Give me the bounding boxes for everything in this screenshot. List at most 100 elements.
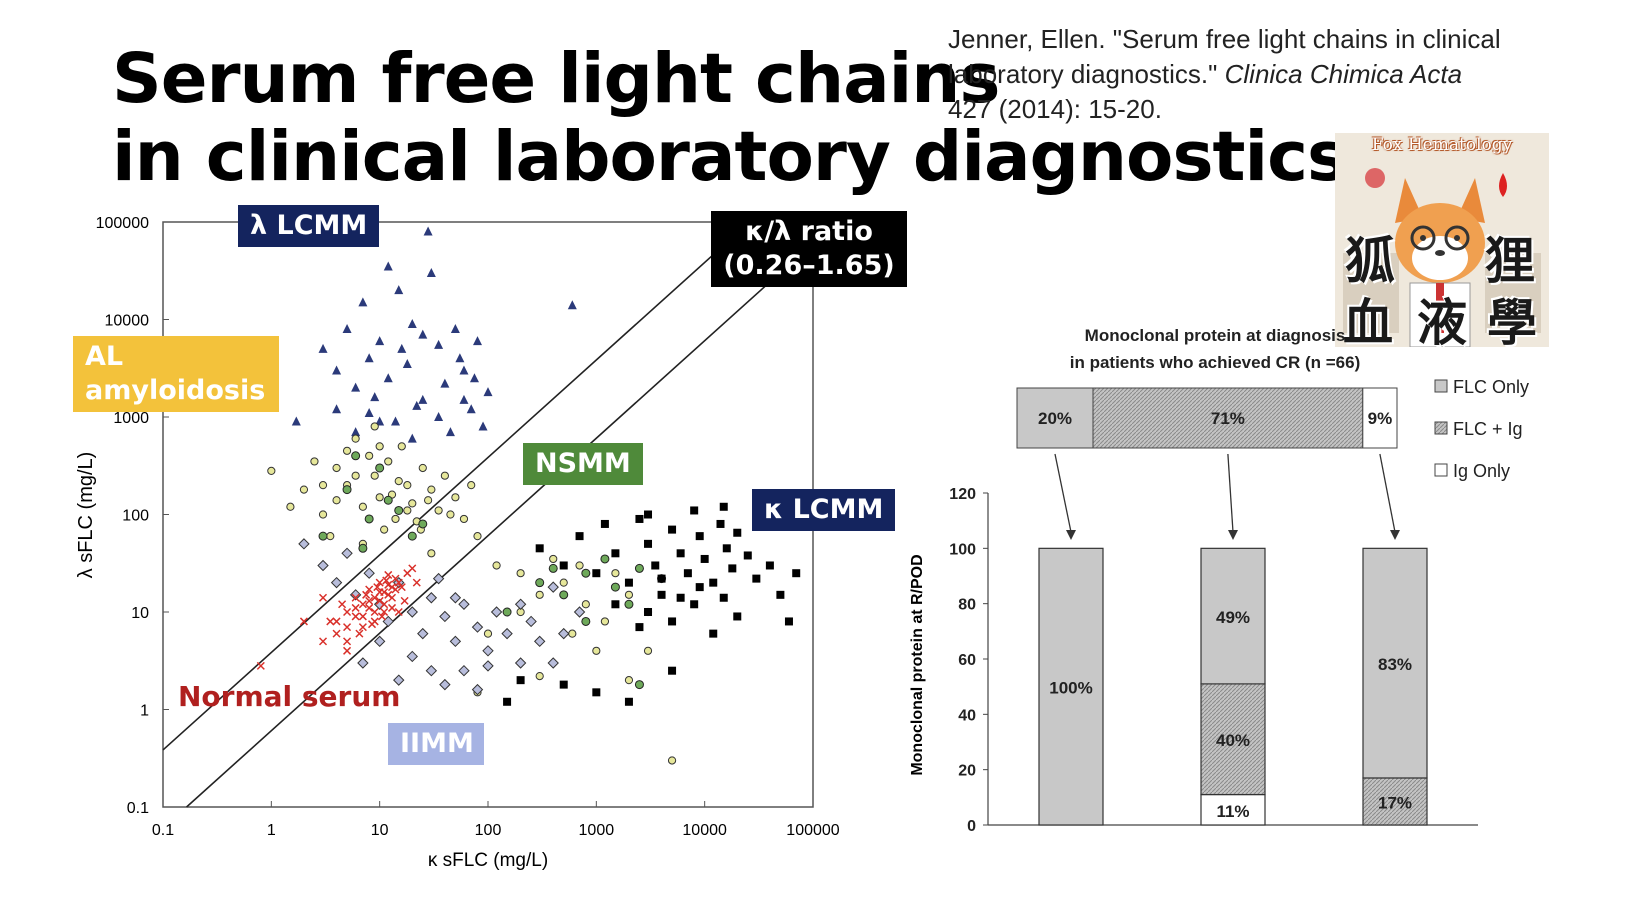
al-amyloidosis-point xyxy=(592,646,601,655)
normal-serum-point xyxy=(365,596,374,605)
scatter-x-axis-label: κ sFLC (mg/L) xyxy=(428,850,548,871)
normal-serum-point xyxy=(343,623,352,632)
iimm-point xyxy=(393,674,405,686)
legend-swatch xyxy=(1434,463,1448,477)
normal-serum-point xyxy=(351,593,360,602)
kappa-lcmm-point xyxy=(559,561,568,570)
iimm-point xyxy=(525,615,537,628)
normal-serum-point xyxy=(377,612,386,621)
al-amyloidosis-point xyxy=(427,549,436,558)
lambda-lcmm-point xyxy=(450,323,460,333)
al-amyloidosis-point xyxy=(332,496,341,505)
kappa-lcmm-point xyxy=(657,574,666,583)
kappa-lcmm-point xyxy=(700,554,709,563)
al-amyloidosis-point xyxy=(318,481,328,490)
kappa-lcmm-point xyxy=(644,510,653,519)
normal-serum-point xyxy=(387,603,397,612)
iimm-point xyxy=(471,683,484,696)
arrow-head xyxy=(1066,530,1076,540)
kappa-lcmm-point xyxy=(676,593,685,602)
iimm-point xyxy=(363,567,375,579)
iimm-point xyxy=(373,635,386,648)
kappa-lcmm-point xyxy=(668,525,677,534)
title-line-1: Serum free light chains xyxy=(112,39,1000,119)
lambda-lcmm-point xyxy=(364,353,374,363)
bar-y-tick-label: 0 xyxy=(967,818,976,835)
normal-serum-point xyxy=(326,617,335,626)
scatter-axis-ticks: 0.1 1 10 100 1000 10000 100000 0.1 1 10 100 1000 100… xyxy=(96,215,840,839)
al-amyloidosis-point xyxy=(358,502,367,511)
lambda-lcmm-point xyxy=(455,353,465,363)
stacked-bar-segment-label: 100% xyxy=(1049,679,1092,698)
al-amyloidosis-point xyxy=(559,578,568,587)
lambda-lcmm-point xyxy=(434,412,444,421)
stacked-bar-segment xyxy=(1362,547,1428,779)
kappa-lcmm-point xyxy=(668,617,677,626)
logo-char-2: 狸 xyxy=(1485,232,1535,290)
al-amyloidosis-point xyxy=(375,442,384,451)
kappa-lcmm-point xyxy=(668,666,677,675)
callout-iimm: IIMM xyxy=(388,723,484,765)
composition-segment-label: 71% xyxy=(1211,409,1245,428)
al-amyloidosis-point xyxy=(434,506,443,515)
bar-y-tick-label: 120 xyxy=(949,486,976,503)
normal-serum-point xyxy=(256,661,265,670)
kappa-lcmm-point xyxy=(535,544,544,553)
al-amyloidosis-point xyxy=(581,600,590,609)
bar-y-axis-label: Monoclonal protein at R/POD xyxy=(909,554,926,775)
nsmm-point xyxy=(559,590,569,600)
bar-y-tick-label: 100 xyxy=(949,541,976,558)
al-amyloidosis-point xyxy=(397,442,406,451)
iimm-point xyxy=(482,645,494,657)
kappa-lcmm-point xyxy=(709,629,718,638)
page-title: Serum free light chains in clinical labo… xyxy=(112,39,1348,196)
normal-serum-point xyxy=(358,612,367,621)
y-tick-label: 100000 xyxy=(96,215,149,232)
kappa-lcmm-point xyxy=(733,612,742,621)
callout-normal-serum: Normal serum xyxy=(178,680,401,713)
kappa-lcmm-point xyxy=(657,590,666,599)
arrow-line xyxy=(1379,453,1396,533)
kappa-lcmm-point xyxy=(719,593,728,602)
iimm-point xyxy=(341,547,353,560)
kappa-lcmm-point xyxy=(695,532,704,541)
iimm-point xyxy=(501,627,513,640)
kappa-lcmm-point xyxy=(776,590,785,599)
iimm-point xyxy=(558,627,570,640)
monoclonal-protein-chart: Monoclonal protein at diagnosis in patie… xyxy=(909,326,1529,835)
nsmm-point xyxy=(407,531,417,541)
lambda-lcmm-point xyxy=(412,400,422,410)
kappa-lcmm-point xyxy=(683,569,692,578)
legend-label: Ig Only xyxy=(1453,461,1510,481)
iimm-point xyxy=(349,589,362,601)
composition-segment xyxy=(1016,387,1094,449)
al-amyloidosis-point xyxy=(326,532,335,541)
normal-serum-point xyxy=(343,607,352,617)
iimm-point xyxy=(490,606,503,618)
normal-serum-point xyxy=(338,600,347,609)
normal-serum-point xyxy=(391,574,400,583)
normal-serum-point xyxy=(391,585,400,594)
lambda-lcmm-point xyxy=(375,416,385,426)
composition-segment-label: 20% xyxy=(1038,409,1072,428)
nsmm-point xyxy=(581,616,591,626)
stacked-bars: 100% 11% 40% 49% 17% 83% xyxy=(1038,547,1428,826)
y-tick-label: 1000 xyxy=(113,410,149,427)
lambda-lcmm-point xyxy=(390,416,400,426)
iimm-point xyxy=(547,581,559,593)
lambda-lcmm-point xyxy=(332,404,342,414)
bar-legend: FLC Only FLC + Ig Ig Only xyxy=(1434,377,1529,481)
y-tick-label: 10000 xyxy=(105,313,150,330)
al-amyloidosis-point xyxy=(643,646,653,655)
stacked-bar-segment xyxy=(1200,547,1266,685)
kappa-lcmm-point xyxy=(676,549,685,558)
lambda-lcmm-point xyxy=(459,394,469,404)
x-tick-label: 10000 xyxy=(682,822,727,839)
stacked-bar-segment-label: 40% xyxy=(1216,731,1250,750)
iimm-point xyxy=(330,576,343,589)
lambda-lcmm-point xyxy=(423,226,433,236)
lambda-lcmm-point xyxy=(370,392,380,402)
composition-segment xyxy=(1362,387,1398,449)
callout-lambda-lcmm: λ LCMM xyxy=(238,205,380,247)
normal-serum-point xyxy=(351,603,360,612)
